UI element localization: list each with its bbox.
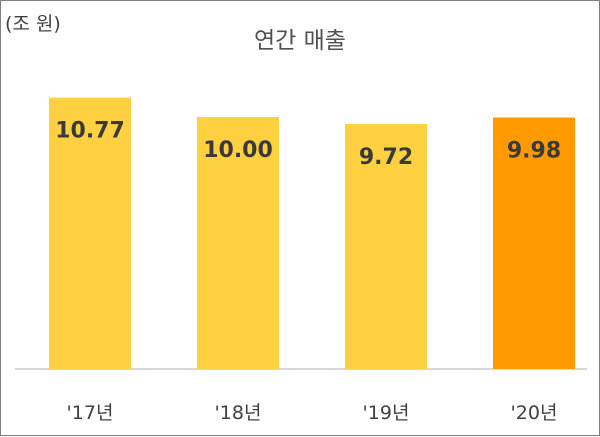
bar-1	[49, 97, 131, 369]
data-label-1: 10.77	[55, 119, 125, 144]
bar-3	[345, 124, 427, 369]
unit-label: (조 원)	[5, 13, 61, 35]
category-label-2: '18년	[215, 402, 262, 424]
category-label-3: '19년	[363, 402, 410, 424]
data-label-4: 9.98	[507, 139, 561, 164]
bar-4	[493, 117, 575, 369]
data-label-3: 9.72	[359, 145, 413, 170]
data-label-2: 10.00	[203, 138, 273, 163]
bar-2	[197, 117, 279, 369]
category-label-4: '20년	[511, 402, 558, 424]
category-label-1: '17년	[67, 402, 114, 424]
chart-title: 연간 매출	[254, 28, 346, 54]
